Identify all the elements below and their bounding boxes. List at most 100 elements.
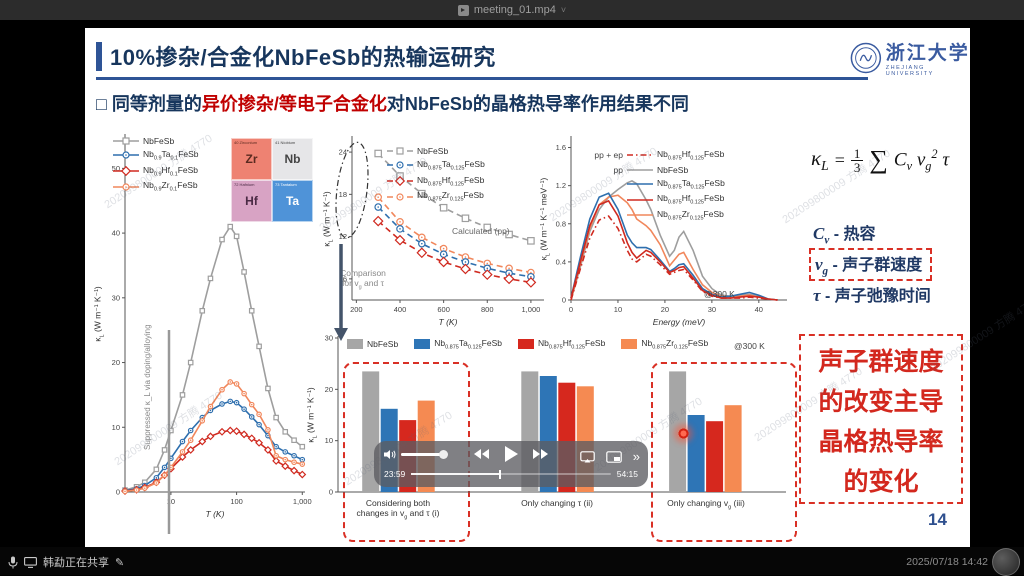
cv-symbol: Cv	[813, 224, 830, 247]
formula-sum-symbol: ∑	[869, 145, 888, 175]
title-accent-bar	[96, 42, 102, 71]
svg-text:30: 30	[708, 305, 716, 314]
bar-chart: 0 10 20 30	[306, 332, 792, 502]
more-controls-button[interactable]: »	[632, 449, 640, 464]
window-title: meeting_01.mp4	[473, 4, 556, 16]
microphone-icon[interactable]	[8, 556, 18, 569]
volume-control[interactable]	[384, 449, 449, 460]
total-duration: 54:15	[616, 469, 638, 479]
svg-text:20: 20	[112, 358, 120, 367]
bar-Nb0875Ta0125FeSb	[687, 415, 705, 492]
conclusion-line: 的变化	[843, 468, 919, 496]
progress-bar[interactable]	[411, 469, 611, 479]
fast-forward-button[interactable]	[532, 448, 549, 460]
cv-text: - 热容	[833, 226, 876, 243]
pip-button[interactable]	[605, 450, 622, 463]
svg-text:0: 0	[116, 488, 120, 497]
screen-share-icon[interactable]	[24, 556, 37, 568]
bar-group-label: Considering both changes in vg and τ (i)	[356, 498, 440, 521]
left-x-axis-label: T (K)	[205, 509, 225, 519]
conclusion-line: 的改变主导	[818, 388, 944, 416]
conclusion-box: 声子群速度 的改变主导 晶格热导率 的变化	[799, 334, 963, 504]
svg-text:24: 24	[339, 148, 347, 157]
mid-chart: 6 12 18 24 200 400 600 800 1,000	[318, 132, 550, 338]
comparison-arrow	[333, 244, 349, 342]
svg-text:0.4: 0.4	[556, 257, 566, 266]
bar-chart-temp-note: @300 K	[734, 341, 765, 351]
comparison-arrow-canvas	[334, 244, 348, 341]
pencil-icon[interactable]: ✎	[115, 556, 125, 569]
svg-text:200: 200	[350, 305, 363, 314]
svg-text:6: 6	[343, 274, 347, 283]
screen-mirroring-button[interactable]	[579, 450, 595, 463]
elapsed-time: 23:59	[384, 469, 406, 479]
svg-text:10: 10	[325, 436, 333, 445]
tau-symbol: τ	[813, 286, 821, 305]
element-cell-Zr: 40 Zirconium Zr	[231, 138, 272, 180]
legend-item: Nb0.875Ta0.125FeSb	[414, 338, 502, 351]
legend-item: Nb0.875Hf0.125FeSb	[627, 193, 725, 207]
rewind-button[interactable]	[473, 448, 490, 460]
svg-text:400: 400	[394, 305, 407, 314]
bullet-highlight: 异价掺杂/等电子合金化	[201, 94, 387, 114]
definition-tau: τ - 声子弛豫时间	[813, 282, 931, 306]
left-y-axis-label: κL (W m⁻¹ K⁻¹)	[92, 286, 106, 342]
right-x-axis-label: Energy (meV)	[652, 317, 706, 327]
left-legend: NbFeSb Nb0.9Ta0.1FeSb Nb0.9Hf0.1FeSb Nb0.9Z…	[113, 136, 199, 193]
formula-rhs: Cv vg2 τ	[893, 146, 950, 173]
legend-item: pp NbFeSb	[613, 164, 689, 175]
player-overlay: » 23:59 54:15	[374, 441, 648, 487]
legend-item: Nb0.9Hf0.1FeSb	[113, 165, 199, 177]
vg-symbol: vg	[815, 255, 829, 278]
bullet-text: □ 同等剂量的异价掺杂/等电子合金化对NbFeSb的晶格热导率作用结果不同	[96, 90, 689, 116]
svg-text:10: 10	[614, 305, 622, 314]
slide-title: 10%掺杂/合金化NbFeSb的热输运研究	[110, 45, 496, 70]
legend-item: Nb0.875Ta0.125FeSb	[387, 159, 485, 172]
svg-text:800: 800	[481, 305, 494, 314]
svg-text:100: 100	[230, 497, 243, 506]
svg-text:20: 20	[661, 305, 669, 314]
kappa-formula: κL = 1 3 ∑ Cv vg2 τ	[811, 146, 949, 174]
element-cell-Hf: 72 Hafnium Hf	[231, 180, 272, 222]
legend-item: Nb0.9Ta0.1FeSb	[113, 149, 199, 162]
bar-Nb0875Zr0125FeSb	[724, 405, 742, 492]
volume-knob[interactable]	[439, 450, 449, 460]
bullet-prefix: □ 同等剂量的	[96, 94, 202, 114]
element-cell-Nb: 41 Niobium Nb	[272, 138, 313, 180]
right-legend: pp + ep Nb0.875Hf0.125FeSb pp NbFeSb Nb0.875…	[593, 149, 725, 222]
title-underline	[96, 77, 868, 80]
legend-item: Nb0.9Zr0.1FeSb	[113, 180, 199, 193]
comparison-annotation: Comparison for vg and τ	[340, 268, 386, 291]
bar-chart-canvas: 0 10 20 30	[325, 334, 786, 497]
svg-text:1.2: 1.2	[556, 181, 566, 190]
svg-text:10: 10	[112, 423, 120, 432]
bars-y-axis-label: κL (W m⁻¹ K⁻¹)	[305, 387, 319, 443]
legend-item: Nb0.875Hf0.125FeSb	[387, 175, 485, 187]
svg-text:0: 0	[569, 305, 573, 314]
play-button[interactable]	[504, 446, 518, 462]
definition-vg: vg - 声子群速度	[809, 248, 933, 282]
svg-text:40: 40	[755, 305, 763, 314]
bar-chart-legend: NbFeSb Nb0.875Ta0.125FeSb Nb0.875Hf0.125Fe…	[347, 338, 708, 351]
formula-equals: =	[834, 149, 845, 170]
bullet-suffix: 对NbFeSb的晶格热导率作用结果不同	[386, 94, 689, 114]
right-y-axis-label: κL (W m⁻¹ K⁻¹ meV⁻¹)	[538, 177, 552, 261]
fraction-denominator: 3	[853, 159, 861, 175]
progress-marker[interactable]	[499, 469, 502, 479]
element-cell-Ta: 73 Tantalum Ta	[272, 180, 313, 222]
chevron-down-icon[interactable]: ˅	[560, 5, 567, 15]
bar-Nb0875Hf0125FeSb	[706, 421, 724, 492]
left-chart-canvas: 0 10 20 30 40 50 10 100 1,000	[112, 134, 312, 552]
status-bar: 韩勐正在共享 ✎ 2025/07/18 14:42	[0, 547, 1024, 576]
svg-text:600: 600	[437, 305, 450, 314]
university-logo: 浙江大学 ZHEJIANG UNIVERSITY	[850, 38, 970, 77]
formula-fraction: 1 3	[850, 147, 864, 175]
legend-item: NbFeSb	[113, 136, 199, 146]
mid-legend: NbFeSb Nb0.875Ta0.125FeSb Nb0.875Hf0.125Fe…	[387, 146, 485, 203]
logo-text: 浙江大学	[885, 43, 970, 64]
highlight-box-group3	[651, 362, 797, 542]
svg-text:20: 20	[325, 385, 333, 394]
svg-text:0.8: 0.8	[556, 219, 566, 228]
volume-slider[interactable]	[401, 450, 449, 460]
logo-subtext: ZHEJIANG UNIVERSITY	[885, 65, 934, 77]
